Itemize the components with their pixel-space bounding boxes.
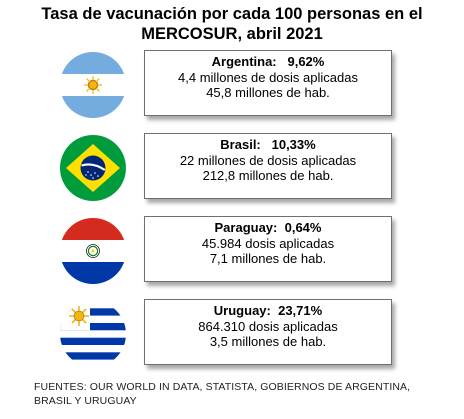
paraguay-flag-icon bbox=[60, 218, 126, 284]
country-card-argentina: Argentina: 9,62% 4,4 millones de dosis a… bbox=[144, 50, 392, 116]
country-row-uruguay: Uruguay: 23,71% 864.310 dosis aplicadas … bbox=[60, 299, 400, 369]
population: 45,8 millones de hab. bbox=[206, 85, 330, 100]
population: 212,8 millones de hab. bbox=[202, 168, 334, 183]
country-header: Brasil: 10,33% bbox=[145, 137, 391, 153]
country-name: Uruguay: bbox=[213, 303, 271, 318]
doses-applied: 4,4 millones de dosis aplicadas bbox=[178, 69, 358, 85]
country-card-uruguay: Uruguay: 23,71% 864.310 dosis aplicadas … bbox=[144, 299, 392, 365]
population: 3,5 millones de hab. bbox=[209, 334, 327, 349]
vaccination-rate: 9,62% bbox=[287, 54, 325, 69]
sources-line-2: BRASIL Y URUGUAY bbox=[34, 395, 137, 407]
infographic-title: Tasa de vacunación por cada 100 personas… bbox=[0, 4, 464, 44]
doses-applied: 45.984 dosis aplicadas bbox=[201, 235, 335, 251]
country-header: Uruguay: 23,71% bbox=[145, 303, 391, 319]
country-row-paraguay: Paraguay: 0,64% 45.984 dosis aplicadas 7… bbox=[60, 216, 400, 286]
country-name: Brasil: bbox=[220, 137, 261, 152]
sources-note: FUENTES: OUR WORLD IN DATA, STATISTA, GO… bbox=[34, 380, 454, 408]
title-line-1: Tasa de vacunación por cada 100 personas… bbox=[41, 5, 423, 23]
country-header: Paraguay: 0,64% bbox=[145, 220, 391, 236]
brazil-flag-icon bbox=[60, 135, 126, 201]
vaccination-rate: 10,33% bbox=[271, 137, 316, 152]
country-card-paraguay: Paraguay: 0,64% 45.984 dosis aplicadas 7… bbox=[144, 216, 392, 282]
vaccination-rate: 23,71% bbox=[278, 303, 323, 318]
doses-applied: 22 millones de dosis aplicadas bbox=[179, 152, 357, 168]
population: 7,1 millones de hab. bbox=[209, 251, 327, 266]
country-row-brasil: Brasil: 10,33% 22 millones de dosis apli… bbox=[60, 133, 400, 203]
country-name: Argentina: bbox=[211, 54, 277, 69]
country-name: Paraguay: bbox=[214, 220, 278, 235]
vaccination-rate: 0,64% bbox=[284, 220, 322, 235]
country-row-argentina: Argentina: 9,62% 4,4 millones de dosis a… bbox=[60, 50, 400, 120]
sources-line-1: FUENTES: OUR WORLD IN DATA, STATISTA, GO… bbox=[34, 381, 411, 393]
argentina-flag-icon bbox=[60, 52, 126, 118]
uruguay-flag-icon bbox=[60, 301, 126, 367]
country-card-brasil: Brasil: 10,33% 22 millones de dosis apli… bbox=[144, 133, 392, 199]
doses-applied: 864.310 dosis aplicadas bbox=[198, 318, 338, 334]
title-line-2: MERCOSUR, abril 2021 bbox=[141, 25, 323, 43]
country-header: Argentina: 9,62% bbox=[145, 54, 391, 70]
